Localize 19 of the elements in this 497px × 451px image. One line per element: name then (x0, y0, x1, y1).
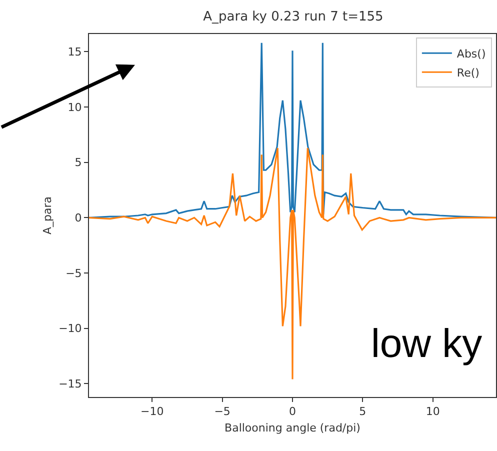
y-tick-label: 0 (74, 212, 82, 225)
x-tick-label: 0 (289, 405, 296, 418)
y-tick-label: 5 (74, 156, 82, 170)
y-tick-label: −15 (58, 378, 82, 391)
x-tick-label: −5 (214, 405, 230, 418)
x-tick-label: 5 (359, 405, 366, 418)
legend-label: Abs() (456, 47, 486, 60)
x-tick-label: 10 (426, 405, 440, 418)
y-tick-label: −10 (58, 322, 82, 336)
line-series (89, 147, 496, 380)
legend-label: Re() (456, 66, 480, 80)
y-axis-title: A_para (41, 196, 54, 235)
y-tick-label: −5 (66, 266, 82, 280)
x-tick-label: −10 (140, 405, 164, 418)
annotation: low ky (371, 322, 482, 366)
y-tick-label: 15 (68, 46, 82, 59)
y-tick-label: 10 (68, 100, 82, 114)
x-axis-title: Ballooning angle (rad/pi) (224, 421, 360, 434)
chart-title: A_para ky 0.23 run 7 t=155 (203, 9, 384, 24)
